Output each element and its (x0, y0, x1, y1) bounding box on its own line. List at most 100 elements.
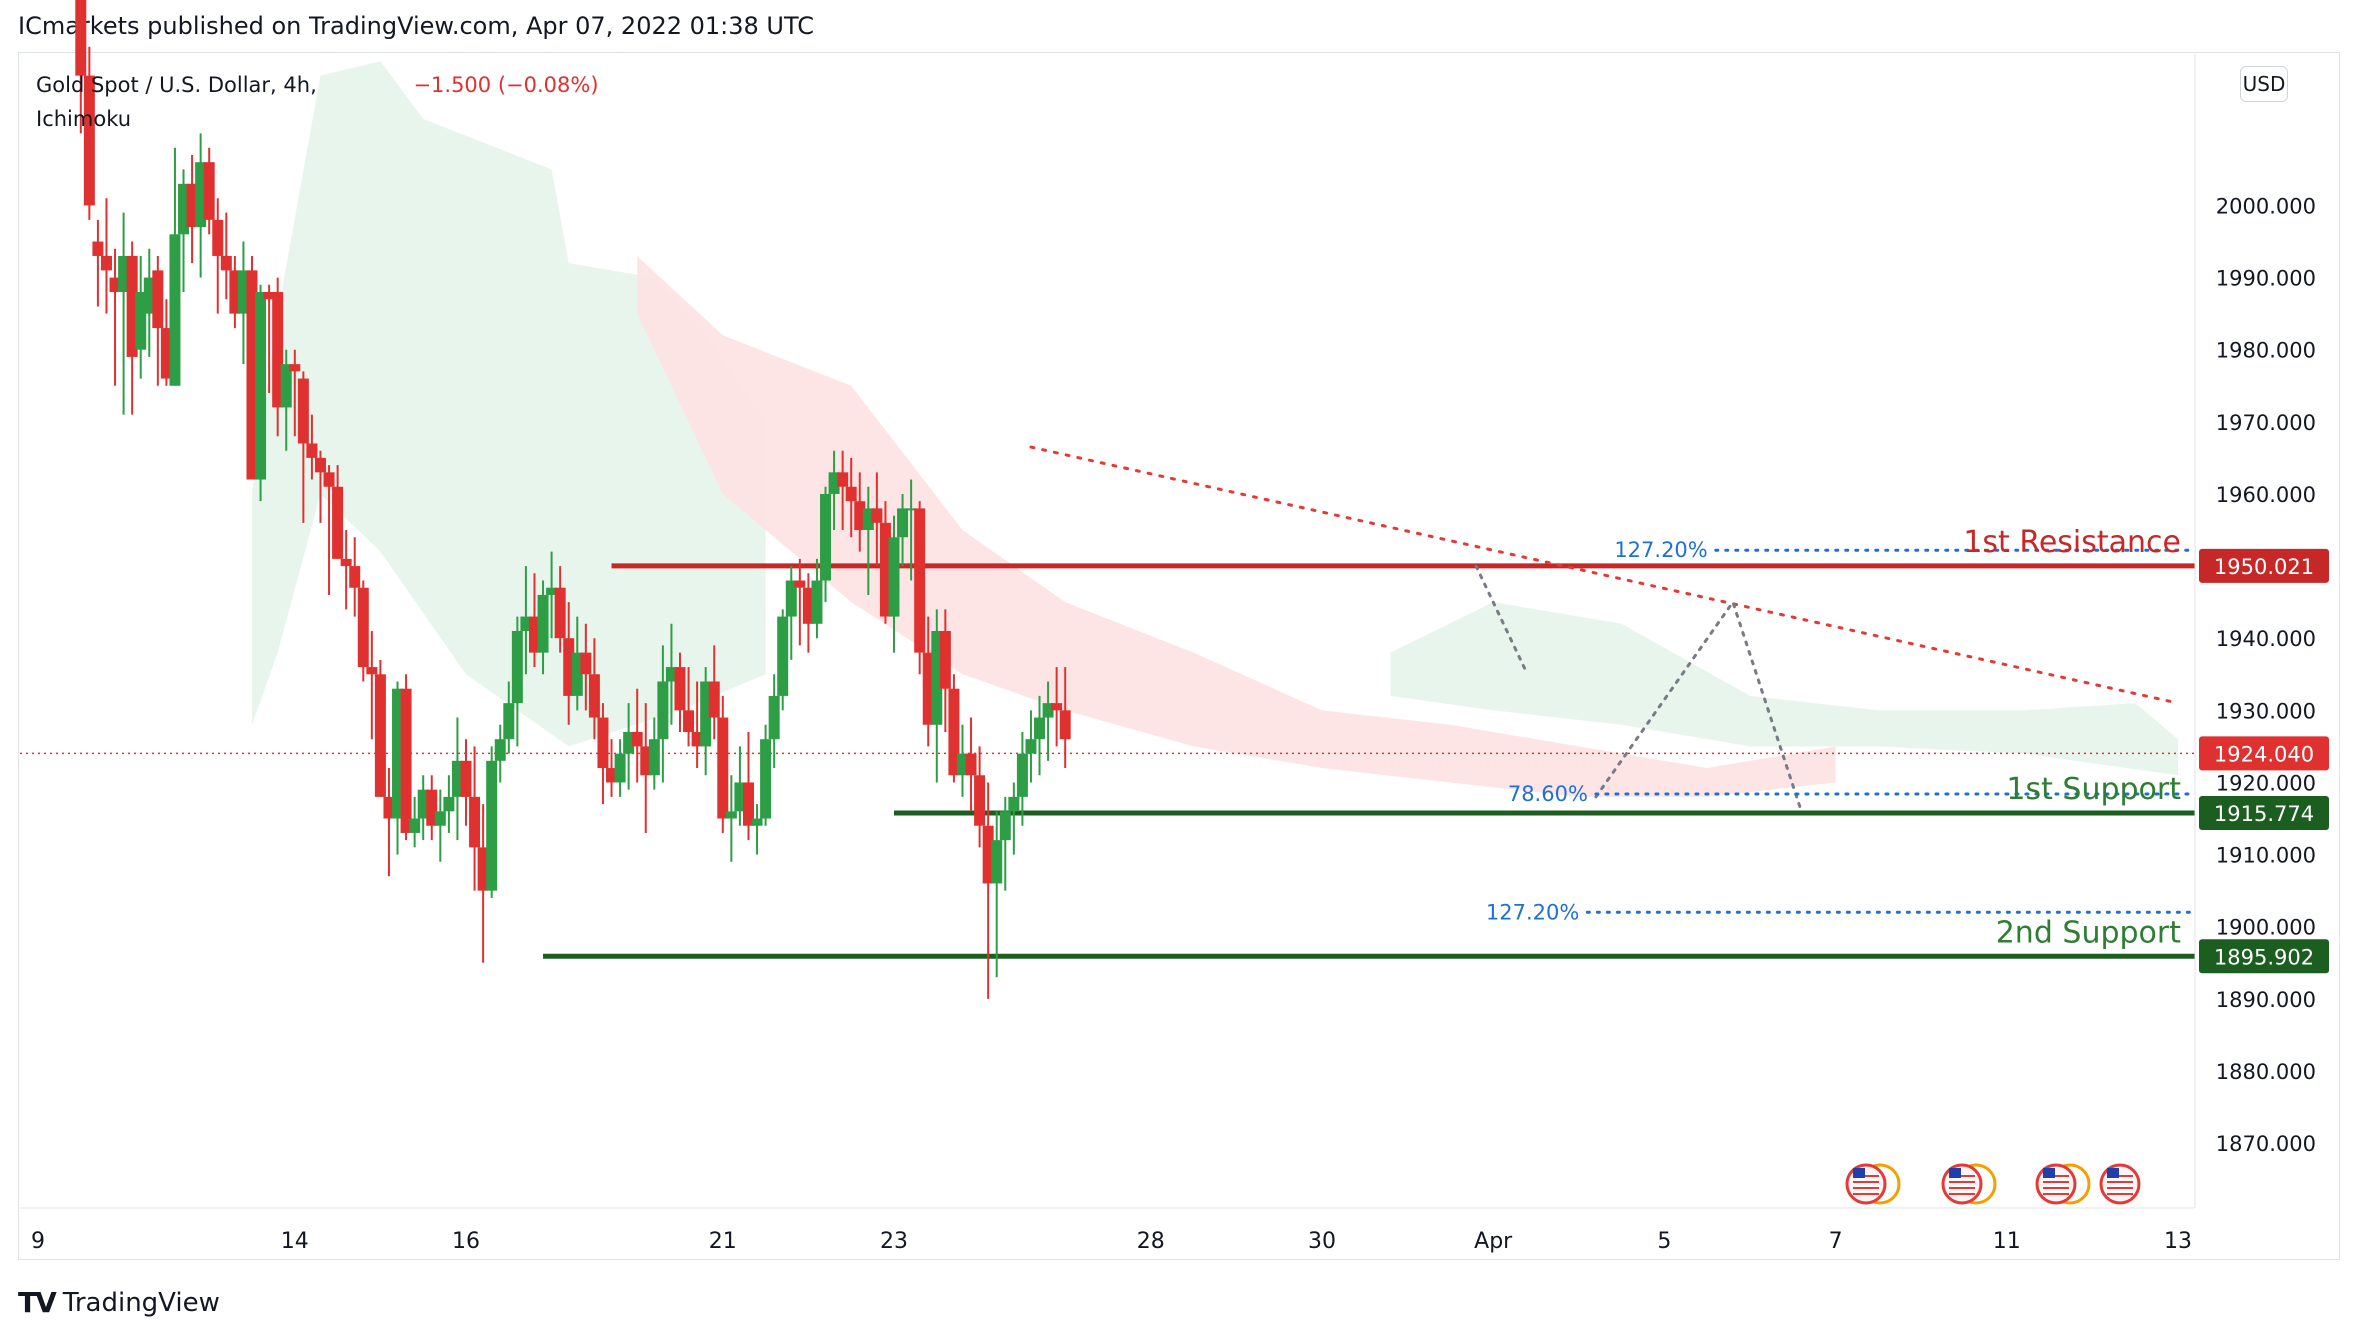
candle (220, 212, 232, 300)
candle-body (332, 486, 344, 559)
price-label-bg (2199, 548, 2329, 583)
flag-canton (1949, 1168, 1961, 1178)
y-tick-label: 1880.000 (2216, 1060, 2316, 1084)
symbol-title[interactable]: Gold Spot / U.S. Dollar, 4h, (36, 73, 317, 97)
price-label-text: 1915.774 (2214, 802, 2314, 826)
candle-body (982, 825, 994, 884)
candle (255, 284, 267, 502)
candle (871, 472, 883, 567)
candle (451, 717, 463, 841)
candle-body (486, 760, 498, 891)
candle-body (683, 710, 695, 732)
candle (460, 739, 472, 826)
candle (409, 796, 421, 848)
candle-body (237, 270, 249, 314)
candle (357, 580, 369, 682)
candle (837, 450, 849, 531)
candle-body (357, 587, 369, 668)
harmonic-pattern (1594, 598, 1803, 813)
candle-body (1025, 739, 1037, 754)
y-tick-label: 1870.000 (2216, 1132, 2316, 1156)
candle (888, 515, 900, 653)
candle (999, 796, 1011, 891)
economic-events[interactable] (1845, 1163, 2141, 1205)
candle-body (588, 674, 600, 718)
candle (246, 255, 258, 480)
candle-body (246, 270, 258, 480)
candle-body (280, 364, 292, 408)
candle (674, 652, 686, 732)
candle-body (1016, 753, 1028, 797)
y-tick-label: 1970.000 (2216, 411, 2316, 435)
candle (537, 580, 549, 675)
indicator-name[interactable]: Ichimoku (36, 107, 132, 131)
candle (725, 775, 737, 862)
candle-body (118, 255, 130, 293)
y-tick-label: 1890.000 (2216, 988, 2316, 1012)
candle (289, 349, 301, 437)
candle (280, 349, 292, 451)
candle-body (263, 292, 275, 300)
candle (588, 638, 600, 740)
x-tick-label: Apr (1474, 1229, 1513, 1254)
us-flag-event-icon (2099, 1163, 2141, 1205)
candle (520, 566, 532, 675)
candle-body (135, 292, 147, 350)
candle (434, 789, 446, 862)
candle (109, 248, 121, 386)
candle-body (708, 681, 720, 718)
candle (965, 717, 977, 812)
fib-label: 127.20% (1486, 900, 1579, 924)
x-tick-label: 5 (1657, 1229, 1671, 1254)
us-flag-event-icon (1941, 1163, 1997, 1205)
candle (297, 371, 309, 523)
candle-body (931, 631, 943, 725)
candle (546, 551, 558, 639)
candle (1025, 710, 1037, 783)
candle (417, 775, 429, 841)
flag-canton (2043, 1168, 2055, 1178)
candle-body (717, 717, 729, 819)
candle (931, 609, 943, 783)
brand-name: TradingView (62, 1287, 220, 1318)
candle-body (100, 255, 112, 271)
candle (118, 212, 130, 415)
tradingview-logo-icon: TV (18, 1286, 57, 1319)
candle-body (229, 270, 241, 314)
candle (143, 248, 155, 357)
candle (956, 724, 968, 797)
candle (212, 198, 224, 314)
candle-body (811, 580, 823, 624)
candle-body (897, 508, 909, 538)
candle-body (392, 688, 404, 819)
candle (631, 688, 643, 783)
candle (777, 609, 789, 711)
candle-body (597, 717, 609, 769)
axes: 2000.000 1990.000 1980.000 1970.000 1960.000… (20, 54, 2329, 1254)
candle (332, 465, 344, 559)
tradingview-brand[interactable]: TV TradingView (18, 1286, 220, 1319)
level-label: 2nd Support (1996, 915, 2182, 950)
candle-body (366, 667, 378, 675)
candle-body (751, 818, 763, 826)
candle (374, 659, 386, 797)
candle (734, 746, 746, 826)
candle (760, 724, 772, 826)
candle (263, 284, 275, 393)
candle-body (220, 255, 232, 271)
candle (905, 479, 917, 581)
candle (392, 681, 404, 855)
candle (229, 255, 241, 329)
candle-body (760, 739, 772, 819)
candle (648, 717, 660, 790)
candle-body (477, 847, 489, 891)
candle-body (537, 594, 549, 653)
candle (135, 255, 147, 379)
candle (802, 573, 814, 653)
candle-body (92, 241, 104, 256)
flag-canton (1853, 1168, 1865, 1178)
currency-badge[interactable]: USD (2240, 66, 2288, 102)
candle (751, 804, 763, 855)
price-label-bg (2199, 736, 2329, 771)
